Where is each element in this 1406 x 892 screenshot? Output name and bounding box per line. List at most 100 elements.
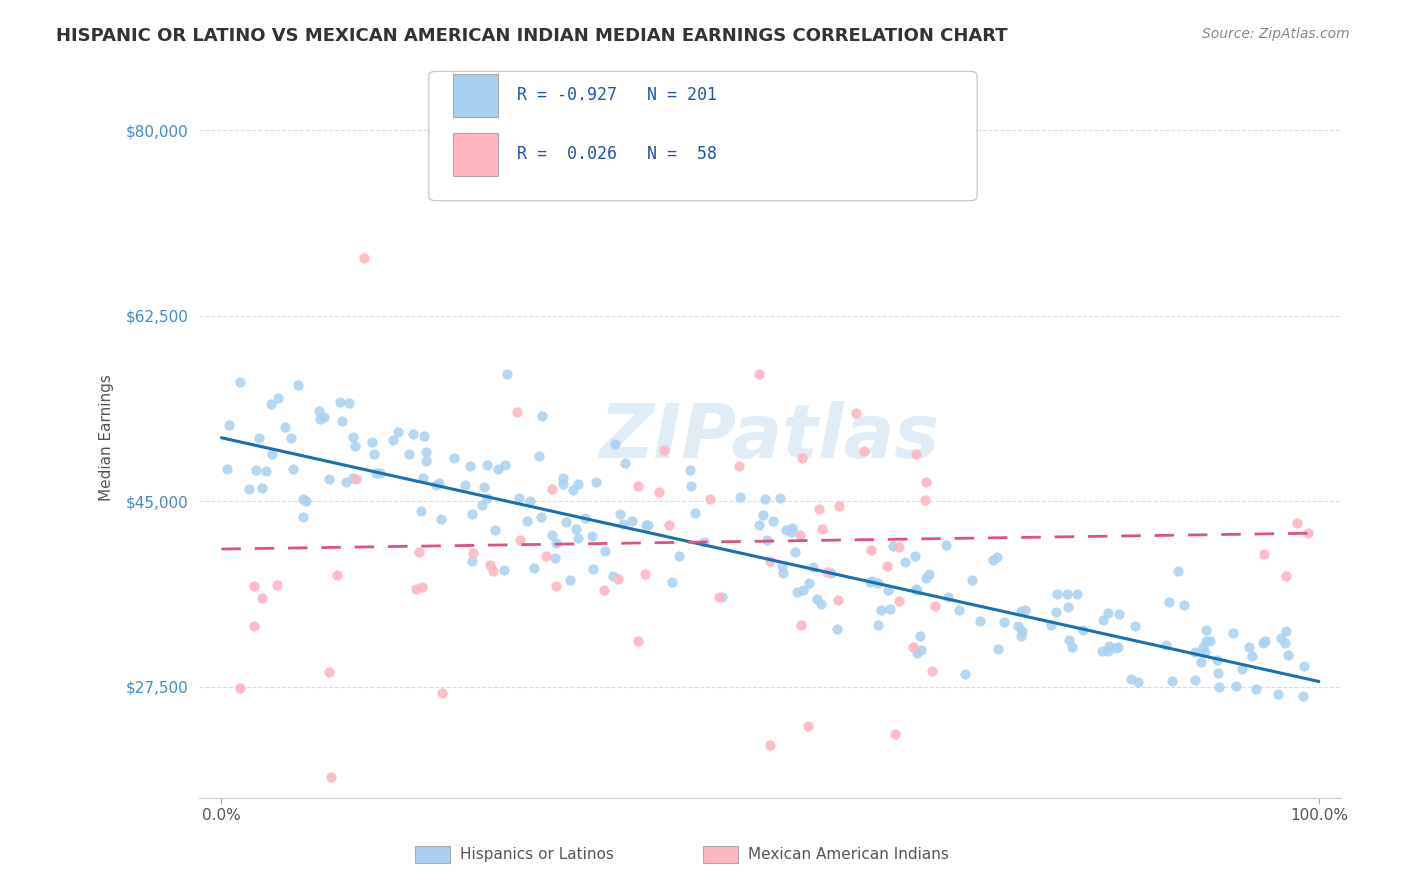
Point xyxy=(592,583,614,598)
Point xyxy=(1206,665,1229,680)
Point xyxy=(1066,587,1088,601)
Point xyxy=(409,504,432,518)
Point xyxy=(799,576,821,591)
Point xyxy=(1274,636,1296,650)
Point xyxy=(602,568,624,582)
Text: R = -0.927   N = 201: R = -0.927 N = 201 xyxy=(517,87,717,104)
Point xyxy=(1010,629,1032,643)
Point xyxy=(1292,689,1315,703)
Point xyxy=(953,666,976,681)
Point xyxy=(1195,624,1218,638)
Point xyxy=(1251,635,1274,649)
Point xyxy=(337,396,360,410)
Point xyxy=(889,540,911,554)
Point xyxy=(1254,633,1277,648)
Point xyxy=(555,516,578,530)
Point xyxy=(287,377,309,392)
Point xyxy=(811,522,834,536)
Point xyxy=(914,492,936,507)
Point xyxy=(344,472,367,486)
Point xyxy=(530,509,553,524)
Point xyxy=(634,518,657,533)
Point xyxy=(1275,624,1298,639)
Point xyxy=(882,539,904,553)
Point xyxy=(817,566,839,580)
Point xyxy=(494,563,516,577)
Point xyxy=(1091,644,1114,658)
Point xyxy=(536,549,558,564)
Point xyxy=(482,564,505,578)
Point xyxy=(693,535,716,549)
Point xyxy=(853,443,876,458)
Point xyxy=(353,251,375,265)
Point xyxy=(1056,600,1078,615)
Point xyxy=(1157,595,1180,609)
Point xyxy=(1173,599,1195,613)
Point xyxy=(910,642,932,657)
Point xyxy=(245,463,267,477)
Point xyxy=(562,483,585,497)
Text: Source: ZipAtlas.com: Source: ZipAtlas.com xyxy=(1202,27,1350,41)
Point xyxy=(475,491,498,506)
Point xyxy=(969,614,991,628)
Point xyxy=(762,514,785,528)
Point xyxy=(478,558,501,573)
Point xyxy=(759,738,782,752)
Point xyxy=(581,529,603,543)
Text: HISPANIC OR LATINO VS MEXICAN AMERICAN INDIAN MEDIAN EARNINGS CORRELATION CHART: HISPANIC OR LATINO VS MEXICAN AMERICAN I… xyxy=(56,27,1008,45)
Point xyxy=(1206,652,1229,666)
Point xyxy=(229,681,252,696)
Point xyxy=(475,458,498,472)
Point xyxy=(709,590,731,604)
Point xyxy=(1194,645,1216,659)
Point xyxy=(1275,568,1298,582)
Point xyxy=(425,478,447,492)
Point xyxy=(827,622,849,636)
Point xyxy=(603,437,626,451)
Point xyxy=(1241,649,1264,664)
Point xyxy=(679,479,702,493)
Point xyxy=(905,582,928,596)
Point xyxy=(1060,640,1083,655)
Text: R =  0.026   N =  58: R = 0.026 N = 58 xyxy=(517,145,717,163)
Point xyxy=(318,472,340,486)
Point xyxy=(627,479,650,493)
Point xyxy=(387,425,409,439)
Point xyxy=(887,594,910,608)
Point xyxy=(1107,640,1129,655)
Point xyxy=(519,493,541,508)
Point xyxy=(786,584,808,599)
Point xyxy=(243,619,266,633)
Point xyxy=(408,545,430,559)
Point xyxy=(634,567,657,582)
Point xyxy=(1161,674,1184,689)
Point xyxy=(1057,633,1080,648)
Point xyxy=(508,491,530,505)
Point xyxy=(312,410,335,425)
Point xyxy=(789,528,811,542)
Point xyxy=(810,597,832,611)
Point xyxy=(1267,687,1289,701)
Point xyxy=(318,665,340,679)
Point xyxy=(1222,626,1244,640)
Point xyxy=(1294,659,1316,673)
Point xyxy=(551,471,574,485)
Point xyxy=(915,571,938,585)
Point xyxy=(486,462,509,476)
Point xyxy=(1195,633,1218,648)
Point xyxy=(1239,640,1261,654)
Point xyxy=(529,449,551,463)
Point xyxy=(1225,679,1247,693)
Point xyxy=(523,561,546,575)
Point xyxy=(768,491,790,506)
Point xyxy=(612,516,634,531)
Point xyxy=(1198,633,1220,648)
Point xyxy=(472,480,495,494)
Point xyxy=(398,447,420,461)
Point xyxy=(1192,640,1215,654)
Point xyxy=(621,514,644,528)
Point xyxy=(330,414,353,428)
Y-axis label: Median Earnings: Median Earnings xyxy=(100,375,114,501)
Point xyxy=(553,477,575,491)
Point xyxy=(987,641,1010,656)
